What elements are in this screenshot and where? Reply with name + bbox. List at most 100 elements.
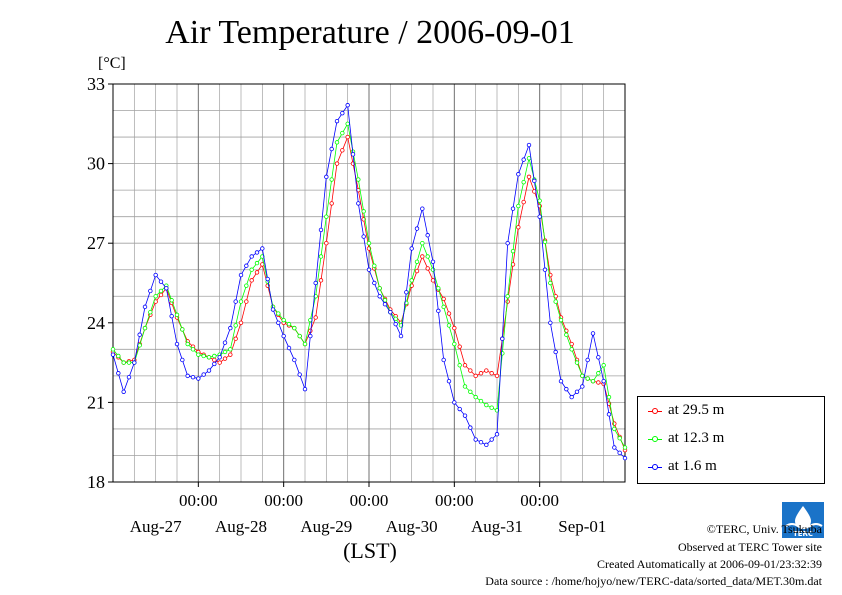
x-axis-label: (LST) — [343, 538, 397, 563]
data-point — [302, 386, 308, 392]
data-point — [217, 360, 222, 365]
legend-swatch-red — [648, 408, 662, 414]
x-tick-label-day: Aug-29 — [300, 517, 352, 536]
data-point — [612, 445, 617, 450]
data-point — [526, 156, 532, 161]
footer-copyright: ©TERC, Univ. Tsukuba — [706, 522, 822, 536]
data-point — [361, 209, 366, 214]
footer-source: Data source : /home/hojyo/new/TERC-data/… — [485, 574, 822, 588]
data-point — [521, 179, 526, 185]
data-point — [414, 259, 420, 264]
data-point — [190, 374, 196, 380]
data-point — [526, 142, 532, 148]
data-point — [414, 268, 420, 274]
data-point — [158, 292, 164, 298]
legend-label: at 29.5 m — [668, 402, 725, 418]
data-point — [233, 299, 238, 304]
data-point — [612, 426, 617, 432]
legend-item-12-3m: at 12.3 m — [648, 430, 818, 450]
data-point — [329, 146, 334, 152]
data-point — [420, 254, 425, 259]
y-tick-label: 21 — [87, 392, 105, 412]
data-point — [441, 357, 446, 363]
y-tick-label: 27 — [87, 233, 105, 253]
data-point — [521, 199, 526, 205]
data-point — [574, 360, 580, 365]
data-point — [478, 398, 484, 404]
data-point — [308, 328, 313, 333]
data-point — [169, 298, 174, 303]
data-point — [238, 299, 244, 304]
data-point — [366, 267, 372, 272]
legend: at 29.5 m at 12.3 m at 1.6 m — [637, 396, 825, 484]
data-point — [366, 240, 372, 246]
x-tick-label-time: 00:00 — [179, 491, 218, 510]
data-point — [569, 347, 574, 352]
data-point — [516, 225, 521, 230]
data-point — [297, 372, 302, 377]
data-point — [558, 317, 564, 323]
data-point — [489, 405, 494, 410]
data-point — [622, 455, 628, 461]
x-tick-label-time: 00:00 — [520, 491, 559, 510]
data-point — [174, 341, 180, 347]
legend-label: at 1.6 m — [668, 458, 717, 474]
data-point — [510, 248, 516, 254]
data-point — [244, 299, 249, 304]
data-point — [318, 254, 324, 259]
data-point — [228, 347, 233, 352]
data-point — [153, 294, 158, 299]
data-point — [233, 323, 238, 328]
data-point — [324, 214, 329, 219]
data-point — [468, 368, 473, 373]
data-point — [281, 317, 286, 323]
data-point — [382, 298, 388, 303]
data-point — [233, 336, 238, 341]
data-point — [116, 353, 121, 359]
data-point — [622, 445, 628, 450]
data-point — [452, 325, 457, 331]
data-point — [334, 140, 340, 145]
data-point — [201, 372, 206, 377]
data-point — [334, 118, 340, 124]
data-point — [121, 389, 126, 394]
data-point — [585, 376, 590, 381]
y-tick-label: 18 — [87, 472, 105, 492]
data-point — [292, 325, 297, 331]
x-tick-label-time: 00:00 — [435, 491, 474, 510]
data-point — [126, 360, 132, 365]
footer-created: Created Automatically at 2006-09-01/23:3… — [597, 557, 822, 571]
data-point — [617, 436, 622, 441]
y-tick-label: 24 — [87, 313, 105, 333]
data-point — [393, 316, 398, 322]
data-point — [318, 278, 324, 283]
data-point — [116, 371, 121, 376]
y-axis: 18 21 24 27 30 33 — [87, 74, 113, 492]
data-point — [532, 178, 537, 184]
data-point — [222, 349, 228, 355]
data-point — [452, 341, 457, 347]
data-point — [564, 332, 569, 337]
data-point — [148, 288, 153, 294]
data-point — [313, 315, 318, 320]
data-point — [276, 311, 281, 316]
data-point — [329, 177, 334, 182]
data-point — [457, 344, 462, 349]
y-unit-label: [°C] — [98, 55, 126, 72]
data-point — [238, 320, 244, 325]
footer-observed: Observed at TERC Tower site — [677, 540, 822, 554]
x-tick-label-day: Aug-31 — [471, 517, 523, 536]
data-point — [462, 413, 468, 418]
data-point — [404, 290, 409, 295]
data-point — [137, 343, 142, 348]
data-point — [457, 406, 462, 412]
data-point — [398, 333, 404, 339]
data-point — [361, 234, 366, 239]
data-point — [425, 233, 430, 238]
data-point — [542, 239, 548, 245]
data-point — [244, 263, 249, 268]
x-tick-label-day: Aug-27 — [130, 517, 182, 536]
data-point — [436, 308, 441, 314]
data-point — [345, 121, 350, 126]
data-point — [446, 378, 452, 384]
